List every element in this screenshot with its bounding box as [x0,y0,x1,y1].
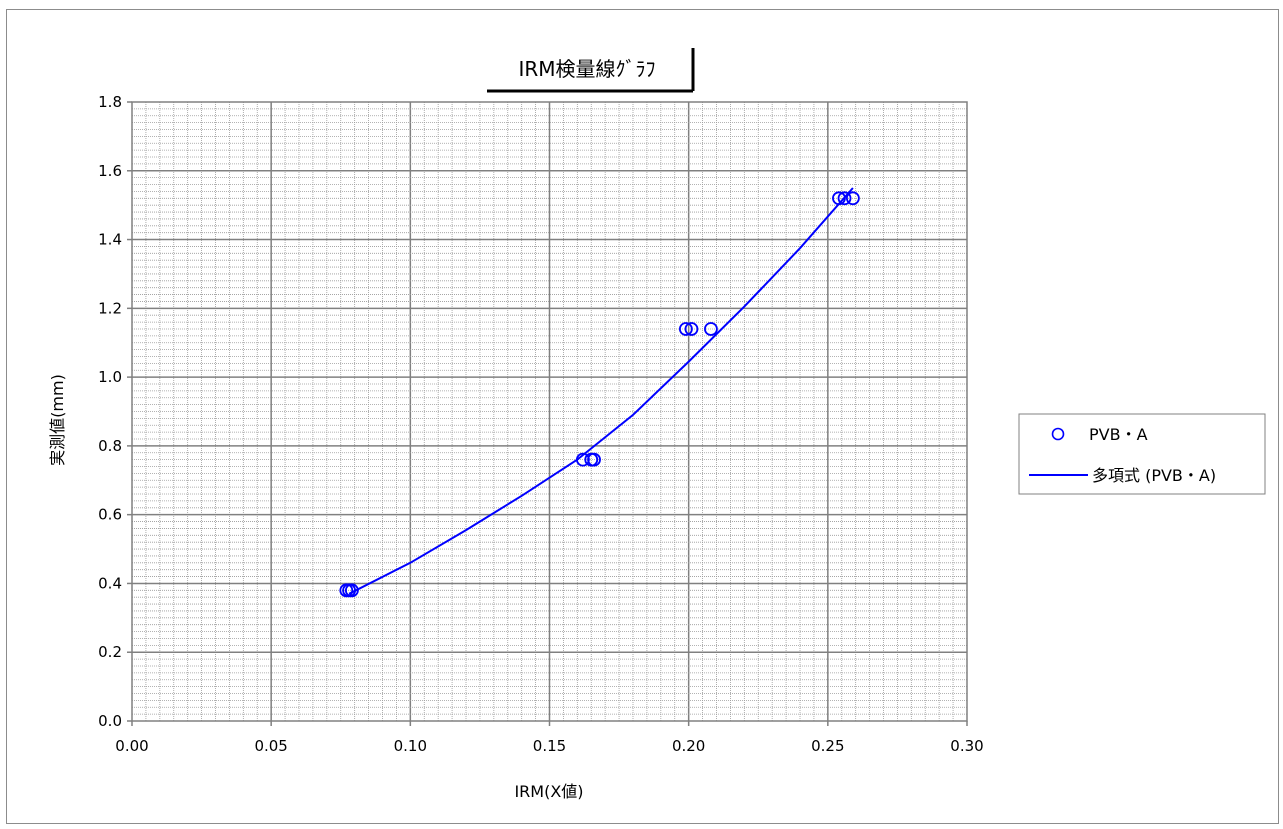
x-tick-label: 0.20 [672,737,705,755]
legend-marker-circle [1051,427,1065,441]
trendline-path [348,187,854,595]
y-tick-label: 1.2 [98,299,122,317]
x-tick-label: 0.10 [394,737,427,755]
y-tick-label: 1.4 [98,231,122,249]
x-tick-label: 0.05 [254,737,287,755]
data-point [845,191,860,206]
y-tick-label: 0.4 [98,574,122,592]
data-point [837,191,852,206]
chart-svg: 0.00 0.05 0.10 0.15 0.20 0.25 0.30 0.0 0.2 0.4 0.6… [48,48,1266,801]
y-tick-label: 1.8 [98,93,122,111]
x-tick-label: 0.30 [950,737,983,755]
data-point [344,583,359,598]
data-point [584,452,599,467]
grid-layer [132,102,967,721]
y-tick-label: 0.8 [98,437,122,455]
ticks-layer: 0.00 0.05 0.10 0.15 0.20 0.25 0.30 0.0 0.2 0.4 0.6… [98,93,984,755]
chart-title-group: IRM検量線ｸﾞﾗﾌ [487,48,695,93]
y-tick-label: 1.0 [98,368,122,386]
data-point [678,322,693,336]
y-axis-title: 実測値(mm) [48,374,67,466]
y-tick-label: 0.2 [98,643,122,661]
data-point [684,322,699,336]
legend-label-series: PVB・A [1089,425,1148,444]
y-tick-label: 0.0 [98,712,122,730]
chart-title: IRM検量線ｸﾞﾗﾌ [518,57,655,81]
data-point [587,452,601,467]
data-point [832,191,846,206]
x-tick-label: 0.00 [115,737,148,755]
x-axis-title: IRM(X値) [514,782,583,801]
chart-area: 0.00 0.05 0.10 0.15 0.20 0.25 0.30 0.0 0.2 0.4 0.6… [6,9,1279,824]
x-tick-label: 0.25 [811,737,844,755]
y-tick-label: 0.6 [98,506,122,524]
legend-label-trendline: 多項式 (PVB・A) [1092,466,1216,485]
series-layer [339,187,860,598]
x-tick-label: 0.15 [533,737,566,755]
data-point [704,322,718,336]
y-tick-label: 1.6 [98,162,122,180]
legend-box [1018,413,1266,495]
legend: PVB・A 多項式 (PVB・A) [1018,413,1266,495]
